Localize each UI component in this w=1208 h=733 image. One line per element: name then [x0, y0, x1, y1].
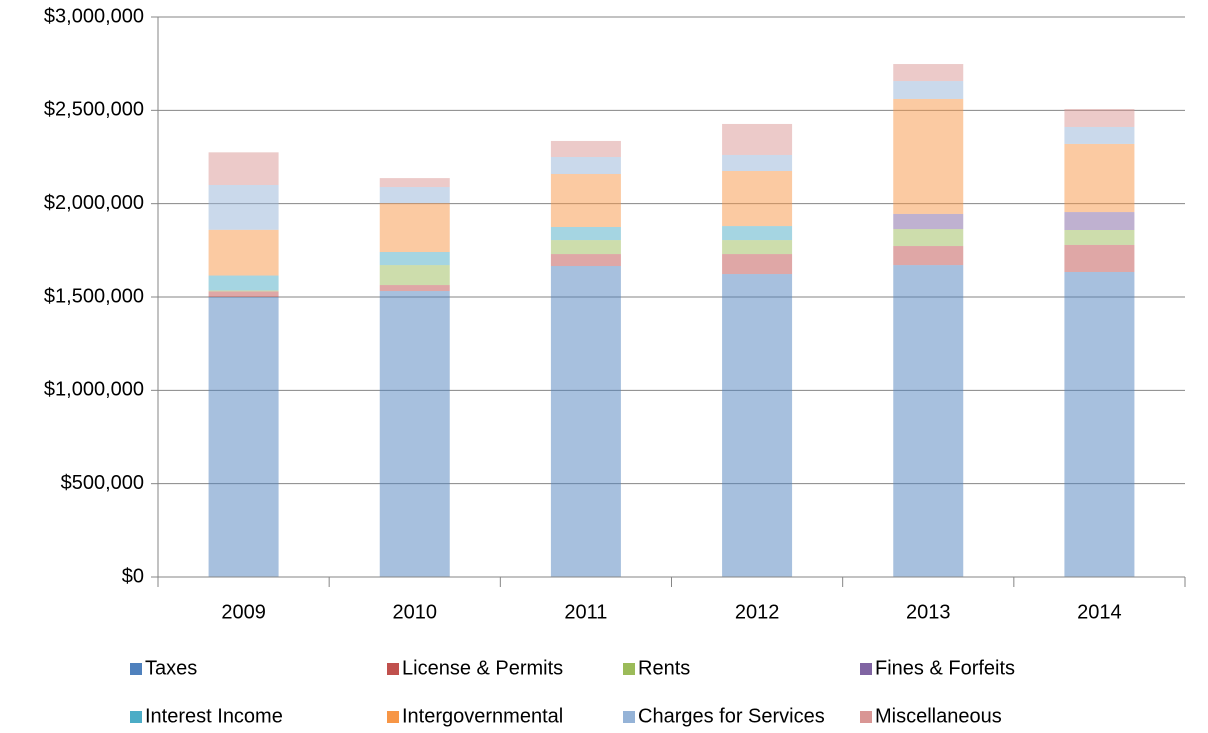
- bar-segment: [722, 154, 793, 171]
- bar-segment: [208, 152, 279, 185]
- bar-segment: [379, 265, 450, 286]
- bar-segment: [550, 140, 621, 157]
- bar-segment: [1064, 244, 1135, 272]
- bar-segment: [1064, 109, 1135, 127]
- bar-segment: [379, 203, 450, 253]
- bar-segment: [893, 98, 964, 214]
- bar-segment: [208, 185, 279, 230]
- legend-label: Rents: [638, 657, 690, 679]
- bar-segment: [893, 246, 964, 266]
- legend-label: Fines & Forfeits: [875, 657, 1015, 679]
- legend-swatch: [860, 663, 872, 675]
- bar-segment: [379, 187, 450, 204]
- bar-segment: [1064, 143, 1135, 213]
- bar-segment: [722, 123, 793, 155]
- bar-segment: [893, 229, 964, 247]
- legend-swatch: [623, 663, 635, 675]
- legend-label: License & Permits: [402, 657, 563, 679]
- legend-swatch: [623, 711, 635, 723]
- bar-segment: [550, 227, 621, 241]
- bar-segment: [893, 265, 964, 577]
- x-tick-label: 2013: [906, 601, 951, 623]
- bar-segment: [379, 178, 450, 188]
- bar-segment: [550, 173, 621, 227]
- bar-segment: [1064, 212, 1135, 230]
- bar-segment: [722, 254, 793, 275]
- bar-segment: [893, 81, 964, 99]
- bar-segment: [208, 291, 279, 297]
- legend-label: Intergovernmental: [402, 705, 563, 727]
- legend-label: Charges for Services: [638, 705, 825, 727]
- x-tick-label: 2012: [735, 601, 780, 623]
- legend-swatch: [130, 663, 142, 675]
- bar-segment: [1064, 271, 1135, 577]
- y-tick-label: $2,000,000: [44, 192, 144, 214]
- bar-segment: [1064, 126, 1135, 144]
- bar-segment: [550, 254, 621, 267]
- legend-swatch: [860, 711, 872, 723]
- bar-segment: [1064, 229, 1135, 245]
- y-tick-label: $2,500,000: [44, 99, 144, 121]
- legend-label: Taxes: [145, 657, 197, 679]
- bar-segment: [379, 252, 450, 266]
- legend-swatch: [130, 711, 142, 723]
- bar-segment: [893, 64, 964, 82]
- legend-swatch: [387, 711, 399, 723]
- bar-segment: [208, 290, 279, 292]
- bar-segment: [893, 213, 964, 230]
- bar-segment: [550, 240, 621, 255]
- legend-label: Miscellaneous: [875, 705, 1002, 727]
- bar-segment: [208, 297, 279, 577]
- y-tick-label: $0: [122, 565, 144, 587]
- bar-segment: [722, 274, 793, 577]
- bar-segment: [550, 266, 621, 577]
- bar-segment: [208, 229, 279, 276]
- x-tick-label: 2009: [221, 601, 266, 623]
- bar-segment: [722, 171, 793, 227]
- bar-segment: [379, 285, 450, 292]
- bar-segment: [379, 291, 450, 577]
- y-tick-label: $3,000,000: [44, 5, 144, 27]
- x-tick-label: 2014: [1077, 601, 1122, 623]
- legend-label: Interest Income: [145, 705, 283, 727]
- bar-segment: [550, 157, 621, 174]
- x-tick-label: 2011: [564, 601, 607, 623]
- bar-segment: [208, 275, 279, 291]
- bar-segment: [722, 226, 793, 241]
- y-tick-label: $500,000: [61, 472, 144, 494]
- legend-swatch: [387, 663, 399, 675]
- x-tick-label: 2010: [393, 601, 438, 623]
- y-tick-label: $1,000,000: [44, 379, 144, 401]
- bar-segment: [722, 240, 793, 255]
- y-tick-label: $1,500,000: [44, 285, 144, 307]
